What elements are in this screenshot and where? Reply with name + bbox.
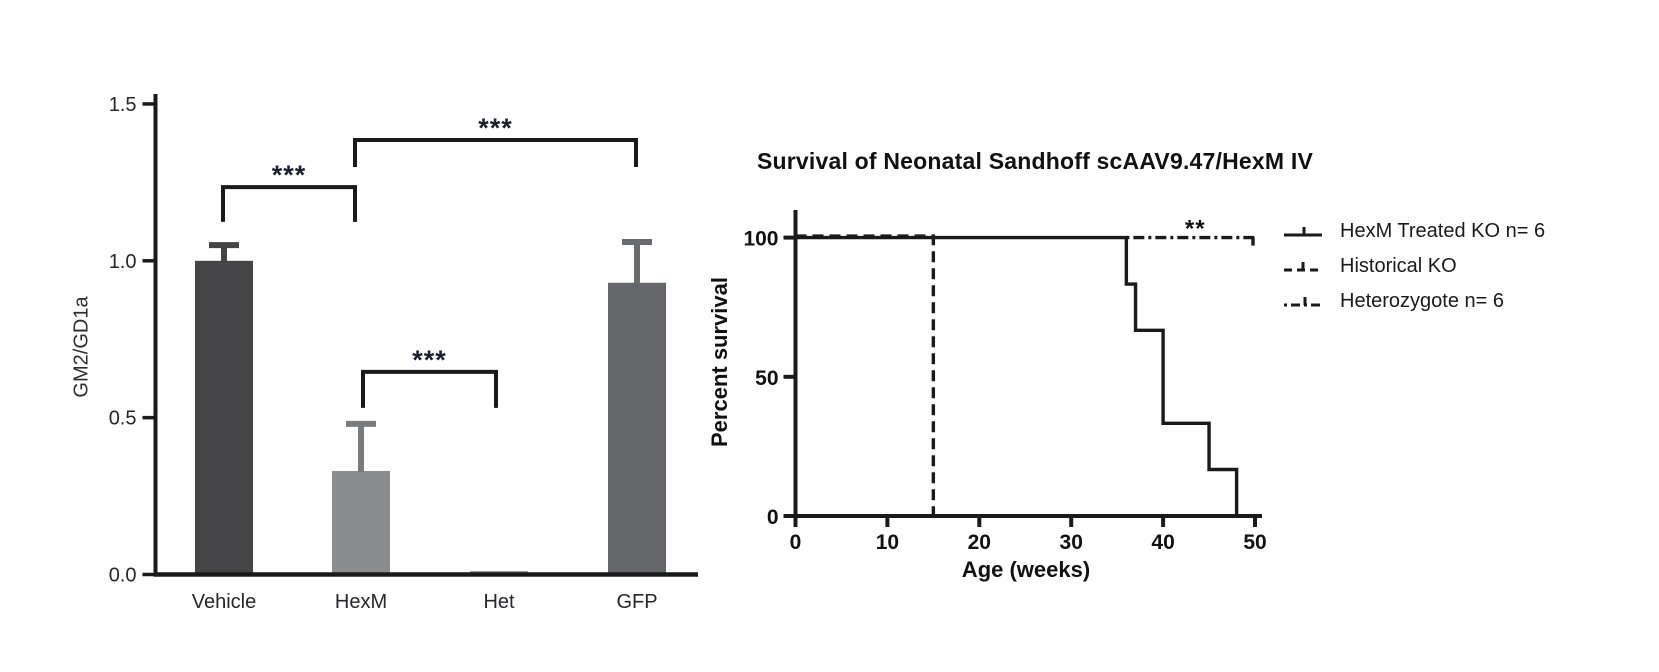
y-tick-label: 1.0 (109, 251, 137, 273)
bar-hexm (332, 470, 390, 575)
bar-category-label: HexM (335, 591, 387, 613)
survival-y-axis-label: Percent survival (707, 277, 732, 447)
legend-label: Historical KO (1340, 255, 1457, 277)
survival-legend: HexM Treated KO n= 6 Historical KO Heter… (1283, 214, 1545, 319)
significance-stars: *** (412, 345, 447, 375)
legend-label: HexM Treated KO n= 6 (1340, 220, 1546, 242)
bar-gfp (608, 282, 666, 575)
significance-bracket (361, 369, 498, 408)
x-tick-label: 50 (1243, 531, 1266, 554)
significance-bracket (353, 138, 638, 168)
dashdot-line-with-tick-icon (1284, 296, 1322, 306)
survival-chart-title: Survival of Neonatal Sandhoff scAAV9.47/… (756, 148, 1313, 174)
y-tick-label: 0.0 (109, 565, 137, 587)
survival-line-solid (795, 235, 1239, 516)
legend-item-historical-ko: Historical KO (1283, 249, 1545, 284)
legend-label: Heterozygote n= 6 (1340, 290, 1504, 312)
significance-bracket (221, 185, 357, 222)
dashed-line-with-tick-icon (1284, 261, 1322, 271)
bar-category-label: Vehicle (192, 591, 257, 613)
x-tick-label: 40 (1151, 531, 1174, 554)
bar-vehicle (195, 260, 253, 575)
x-tick-label: 10 (876, 531, 899, 554)
y-tick-label: 1.5 (109, 94, 137, 116)
legend-item-hexm-treated-ko: HexM Treated KO n= 6 (1283, 214, 1545, 249)
x-tick-label: 0 (790, 531, 802, 554)
legend-item-heterozygote: Heterozygote n= 6 (1283, 284, 1545, 319)
bar-category-label: GFP (616, 591, 657, 613)
significance-stars: ** (1185, 216, 1206, 243)
survival-x-axis-label: Age (weeks) (961, 557, 1091, 582)
bar-category-label: Het (483, 591, 515, 613)
solid-line-with-tick-icon (1284, 226, 1322, 236)
y-tick-label: 50 (755, 367, 778, 390)
x-tick-label: 30 (1060, 531, 1083, 554)
significance-stars: *** (478, 113, 513, 143)
y-tick-label: 0.5 (109, 408, 137, 430)
bar-chart-y-axis-label: GM2/GD1a (70, 296, 93, 398)
survival-line-dashed (795, 234, 936, 515)
significance-stars: *** (272, 160, 307, 190)
x-tick-label: 20 (968, 531, 991, 554)
y-tick-label: 0 (767, 506, 779, 529)
y-tick-label: 100 (743, 228, 778, 251)
